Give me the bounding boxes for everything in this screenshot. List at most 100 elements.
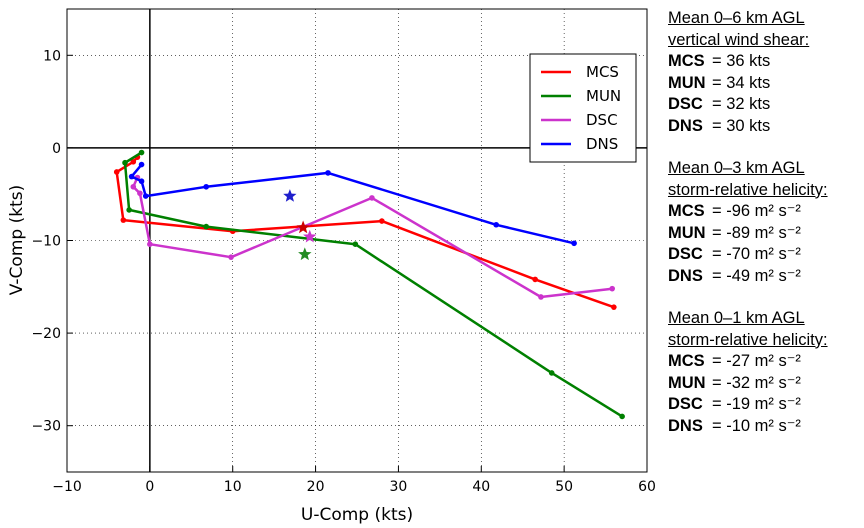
stat-name: DNS — [668, 116, 703, 135]
stat-value: = 34 kts — [712, 73, 771, 92]
stat-heading: storm-relative helicity: — [668, 180, 828, 199]
storm-motion-star-mun — [298, 247, 312, 261]
stat-row: DNS = -10 m² s⁻² — [668, 416, 864, 438]
stat-name: DSC — [668, 95, 703, 113]
data-point — [369, 195, 375, 201]
stat-value: = 32 kts — [712, 95, 771, 113]
x-tick-label: −10 — [52, 479, 82, 495]
stat-group: Mean 0–1 km AGL storm-relative helicity: M… — [668, 308, 864, 437]
stat-name: DSC — [668, 395, 703, 413]
x-tick-label: 0 — [145, 479, 154, 495]
legend-label-mun: MUN — [586, 87, 621, 105]
stat-value: = -32 m² s⁻² — [712, 373, 801, 392]
stat-heading: Mean 0–1 km AGL — [668, 309, 805, 327]
stat-name: MUN — [668, 73, 706, 92]
stat-row: DSC = 32 kts — [668, 94, 864, 116]
y-tick-label: −30 — [31, 419, 61, 435]
stat-value: = -27 m² s⁻² — [712, 352, 801, 370]
stat-value: = -70 m² s⁻² — [712, 245, 801, 263]
data-point — [379, 218, 385, 224]
legend: MCS MUN DSC DNS — [529, 53, 637, 163]
data-point — [538, 294, 544, 300]
stat-value: = -96 m² s⁻² — [712, 202, 801, 220]
stat-row: DSC = -70 m² s⁻² — [668, 244, 864, 266]
stat-row: DNS = 30 kts — [668, 116, 864, 138]
data-point — [113, 169, 120, 175]
data-point — [611, 304, 617, 310]
stat-row: DNS = -49 m² s⁻² — [668, 266, 864, 288]
x-tick-label: 10 — [224, 479, 242, 495]
data-point — [138, 149, 145, 156]
data-point — [130, 183, 137, 190]
series-lines — [113, 149, 625, 420]
stat-name: DSC — [668, 245, 703, 263]
stat-value: = 36 kts — [712, 52, 771, 70]
axis-ticks: −10 0 10 20 30 40 50 60 10 0 −10 −20 −30 — [31, 48, 655, 495]
data-point — [138, 161, 145, 168]
stat-row: MCS = -27 m² s⁻² — [668, 351, 864, 373]
stat-value: = -10 m² s⁻² — [712, 416, 801, 435]
stat-name: MCS — [668, 352, 705, 370]
stat-value: = -19 m² s⁻² — [712, 395, 801, 413]
data-point — [325, 170, 331, 176]
data-point — [126, 207, 132, 213]
stat-heading: storm-relative helicity: — [668, 330, 828, 349]
stat-name: DNS — [668, 416, 703, 435]
data-point — [228, 254, 234, 260]
stat-heading: Mean 0–3 km AGL — [668, 159, 805, 177]
y-tick-label: 0 — [52, 141, 61, 157]
x-tick-label: 40 — [472, 479, 490, 495]
data-point — [493, 221, 500, 228]
x-tick-label: 20 — [307, 479, 325, 495]
data-point — [619, 413, 625, 420]
stat-heading: vertical wind shear: — [668, 30, 810, 49]
series-mun — [122, 149, 625, 420]
legend-label-mcs: MCS — [586, 63, 619, 81]
y-axis-label: V-Comp (kts) — [7, 185, 27, 295]
stat-value: = -89 m² s⁻² — [712, 223, 801, 242]
series-dsc — [130, 174, 615, 300]
stat-name: MUN — [668, 373, 706, 392]
statistics-panel: Mean 0–6 km AGL vertical wind shear: MCS = … — [668, 8, 864, 458]
data-point — [122, 159, 128, 166]
y-tick-label: −10 — [31, 234, 61, 250]
data-point — [147, 241, 153, 248]
data-point — [203, 223, 209, 230]
data-point — [352, 241, 359, 248]
data-point — [571, 240, 577, 247]
data-point — [128, 173, 135, 180]
data-point — [120, 217, 127, 223]
x-tick-label: 30 — [390, 479, 408, 495]
y-tick-label: −20 — [31, 326, 61, 342]
stat-name: MCS — [668, 202, 705, 220]
stat-name: MUN — [668, 223, 706, 242]
legend-label-dns: DNS — [586, 135, 618, 153]
stat-row: MUN = 34 kts — [668, 73, 864, 95]
series-mcs — [113, 154, 617, 310]
x-tick-label: 50 — [555, 479, 573, 495]
storm-motion-star-dns — [283, 189, 297, 202]
hodograph-chart: −10 0 10 20 30 40 50 60 10 0 −10 −20 −30 U-Comp (kts… — [7, 8, 656, 525]
stat-group: Mean 0–3 km AGL storm-relative helicity: M… — [668, 158, 864, 287]
data-point — [137, 190, 143, 197]
data-point — [130, 158, 137, 165]
data-point — [142, 193, 149, 199]
data-point — [609, 285, 615, 292]
stat-row: DSC = -19 m² s⁻² — [668, 394, 864, 416]
y-tick-label: 10 — [43, 48, 61, 64]
series-line-mcs — [115, 156, 615, 309]
storm-motion-star-mcs — [296, 220, 310, 234]
stat-name: MCS — [668, 52, 705, 70]
storm-motion-star-dsc — [303, 229, 317, 243]
x-tick-label: 60 — [638, 479, 656, 495]
stat-value: = 30 kts — [712, 116, 771, 135]
stat-row: MCS = -96 m² s⁻² — [668, 201, 864, 223]
stat-row: MCS = 36 kts — [668, 51, 864, 73]
legend-box — [529, 53, 637, 163]
stat-heading: Mean 0–6 km AGL — [668, 9, 805, 27]
stat-row: MUN = -32 m² s⁻² — [668, 373, 864, 395]
stat-name: DNS — [668, 266, 703, 285]
data-point — [203, 183, 209, 190]
stat-row: MUN = -89 m² s⁻² — [668, 223, 864, 245]
legend-label-dsc: DSC — [586, 111, 618, 129]
